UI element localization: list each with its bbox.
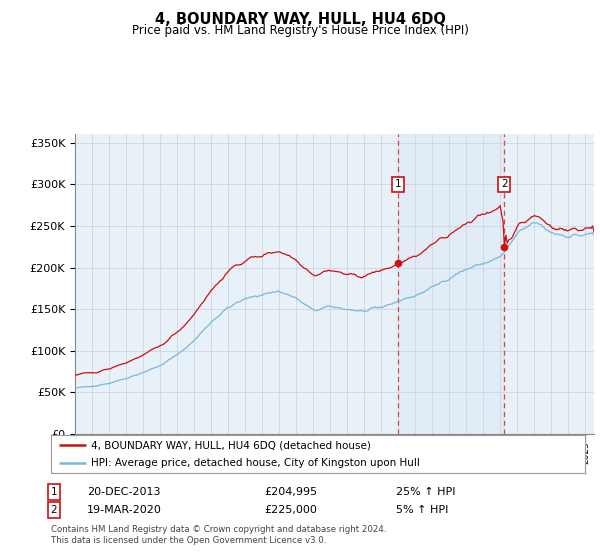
Text: 1: 1 <box>394 179 401 189</box>
Text: 20-DEC-2013: 20-DEC-2013 <box>87 487 161 497</box>
Text: Price paid vs. HM Land Registry's House Price Index (HPI): Price paid vs. HM Land Registry's House … <box>131 24 469 36</box>
Text: £204,995: £204,995 <box>264 487 317 497</box>
Text: HPI: Average price, detached house, City of Kingston upon Hull: HPI: Average price, detached house, City… <box>91 458 420 468</box>
Bar <box>398 134 504 434</box>
Text: 4, BOUNDARY WAY, HULL, HU4 6DQ: 4, BOUNDARY WAY, HULL, HU4 6DQ <box>155 12 445 27</box>
Text: 2: 2 <box>50 505 58 515</box>
Text: 5% ↑ HPI: 5% ↑ HPI <box>396 505 448 515</box>
Text: Contains HM Land Registry data © Crown copyright and database right 2024.
This d: Contains HM Land Registry data © Crown c… <box>51 525 386 545</box>
Text: £225,000: £225,000 <box>264 505 317 515</box>
Text: 25% ↑ HPI: 25% ↑ HPI <box>396 487 455 497</box>
Text: 4, BOUNDARY WAY, HULL, HU4 6DQ (detached house): 4, BOUNDARY WAY, HULL, HU4 6DQ (detached… <box>91 440 371 450</box>
Text: 1: 1 <box>50 487 58 497</box>
Text: 19-MAR-2020: 19-MAR-2020 <box>87 505 162 515</box>
Text: 2: 2 <box>501 179 508 189</box>
